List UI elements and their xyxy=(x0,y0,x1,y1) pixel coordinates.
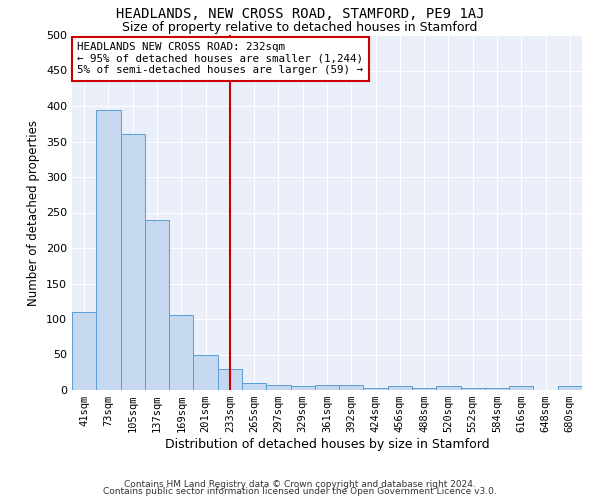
Text: HEADLANDS, NEW CROSS ROAD, STAMFORD, PE9 1AJ: HEADLANDS, NEW CROSS ROAD, STAMFORD, PE9… xyxy=(116,8,484,22)
Bar xyxy=(169,316,193,390)
X-axis label: Distribution of detached houses by size in Stamford: Distribution of detached houses by size … xyxy=(164,438,490,451)
Bar xyxy=(242,383,266,390)
Bar xyxy=(364,388,388,390)
Bar xyxy=(266,385,290,390)
Bar xyxy=(436,386,461,390)
Bar xyxy=(96,110,121,390)
Y-axis label: Number of detached properties: Number of detached properties xyxy=(28,120,40,306)
Bar xyxy=(388,386,412,390)
Bar xyxy=(509,386,533,390)
Bar xyxy=(290,386,315,390)
Text: Size of property relative to detached houses in Stamford: Size of property relative to detached ho… xyxy=(122,22,478,35)
Bar xyxy=(558,386,582,390)
Bar xyxy=(121,134,145,390)
Bar xyxy=(485,388,509,390)
Bar xyxy=(72,312,96,390)
Bar xyxy=(461,388,485,390)
Bar xyxy=(315,385,339,390)
Bar xyxy=(145,220,169,390)
Bar xyxy=(218,368,242,390)
Bar xyxy=(412,388,436,390)
Text: Contains HM Land Registry data © Crown copyright and database right 2024.: Contains HM Land Registry data © Crown c… xyxy=(124,480,476,489)
Bar xyxy=(339,385,364,390)
Text: Contains public sector information licensed under the Open Government Licence v3: Contains public sector information licen… xyxy=(103,487,497,496)
Bar xyxy=(193,354,218,390)
Text: HEADLANDS NEW CROSS ROAD: 232sqm
← 95% of detached houses are smaller (1,244)
5%: HEADLANDS NEW CROSS ROAD: 232sqm ← 95% o… xyxy=(77,42,363,76)
